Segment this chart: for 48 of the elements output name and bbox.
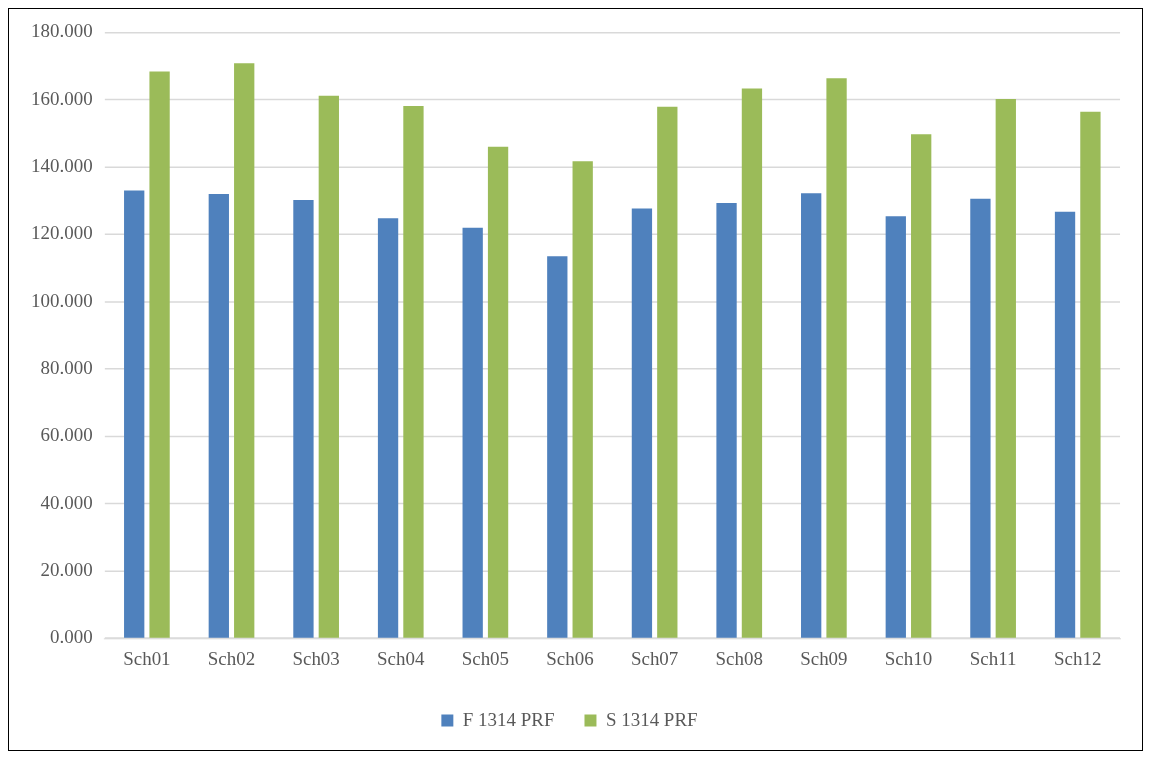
legend-label: F 1314 PRF <box>462 708 555 730</box>
bar <box>1080 111 1101 638</box>
bar <box>716 203 737 638</box>
x-tick-label: Sch11 <box>969 647 1017 669</box>
bar <box>911 134 932 638</box>
y-tick-label: 100.000 <box>31 289 93 311</box>
bar <box>149 71 170 638</box>
bar <box>741 88 763 638</box>
bar <box>293 200 314 638</box>
x-tick-label: Sch03 <box>292 647 340 669</box>
y-tick-label: 80.000 <box>40 357 93 379</box>
bar <box>657 106 678 638</box>
bar <box>547 256 568 638</box>
bar <box>487 146 509 638</box>
bar <box>124 190 145 638</box>
bar <box>234 63 255 638</box>
y-tick-label: 0.000 <box>49 626 93 648</box>
bar <box>318 95 339 638</box>
x-tick-label: Sch09 <box>800 647 848 669</box>
x-tick-label: Sch08 <box>715 647 763 669</box>
bar <box>801 193 822 638</box>
x-tick-label: Sch05 <box>461 647 510 669</box>
x-tick-label: Sch06 <box>546 647 594 669</box>
bar <box>995 99 1016 638</box>
bar <box>631 208 653 638</box>
bar <box>885 216 906 638</box>
bar <box>403 106 424 638</box>
bar <box>970 198 991 638</box>
legend-label: S 1314 PRF <box>605 708 698 730</box>
x-tick-label: Sch07 <box>630 647 679 669</box>
bar <box>377 218 399 638</box>
bar <box>208 193 229 638</box>
bar <box>572 161 593 638</box>
x-tick-label: Sch12 <box>1054 647 1102 669</box>
x-tick-label: Sch01 <box>123 647 171 669</box>
y-tick-label: 160.000 <box>31 87 93 109</box>
y-tick-label: 20.000 <box>40 559 93 581</box>
y-tick-label: 140.000 <box>31 155 93 177</box>
y-tick-label: 60.000 <box>40 424 93 446</box>
x-tick-label: Sch10 <box>884 647 933 669</box>
x-tick-label: Sch02 <box>207 647 256 669</box>
bar <box>462 227 483 638</box>
y-tick-label: 180.000 <box>31 20 93 42</box>
y-tick-label: 120.000 <box>31 222 93 244</box>
bar <box>1054 211 1076 638</box>
x-tick-label: Sch04 <box>377 647 425 669</box>
bar <box>826 78 847 638</box>
y-tick-label: 40.000 <box>40 491 93 513</box>
